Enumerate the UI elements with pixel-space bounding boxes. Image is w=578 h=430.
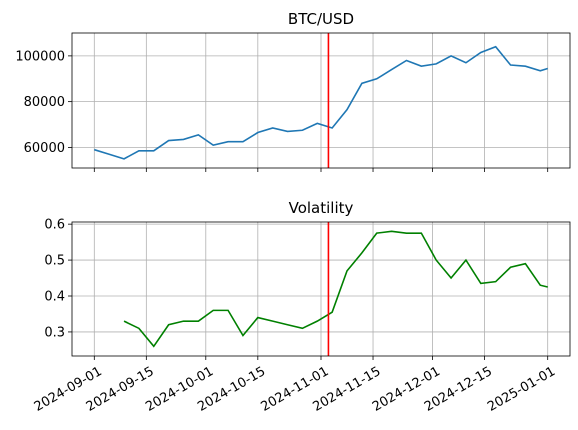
y-tick-label: 0.5	[44, 254, 65, 269]
chart-title: BTC/USD	[288, 10, 354, 28]
x-tick-label: 2025-01-01	[485, 364, 558, 415]
chart-title: Volatility	[289, 199, 354, 217]
y-tick-label: 100000	[15, 49, 65, 64]
y-tick-label: 0.3	[44, 325, 65, 340]
data-line	[123, 230, 548, 348]
y-tick-label: 0.4	[44, 290, 65, 305]
y-tick-label: 80000	[24, 95, 65, 110]
y-tick-label: 60000	[24, 141, 65, 156]
data-line	[94, 45, 548, 160]
axes-frame	[71, 221, 571, 357]
axes-frame	[71, 32, 571, 169]
y-tick-label: 0.6	[44, 218, 65, 233]
